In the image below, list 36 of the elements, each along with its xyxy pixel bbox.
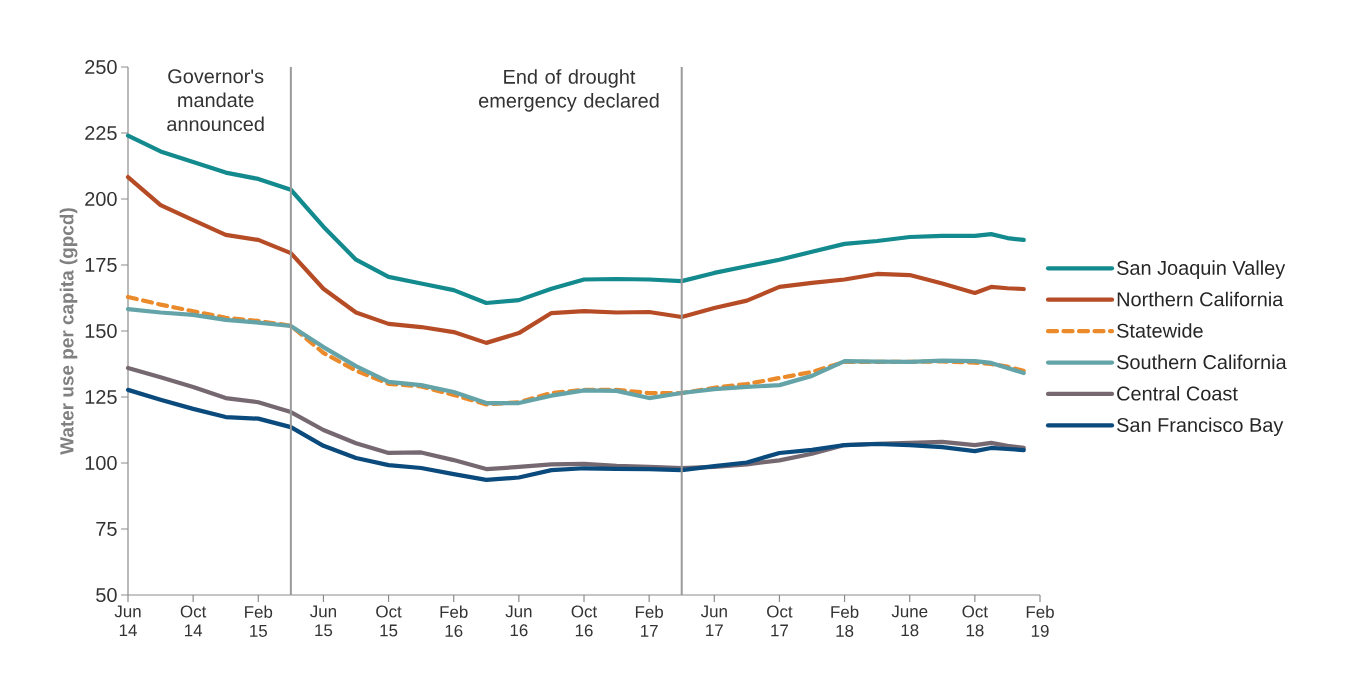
line-series xyxy=(125,174,1026,345)
y-tick-label: 75 xyxy=(96,522,117,536)
x-tick-label: Feb 18 xyxy=(831,605,859,637)
y-tick-label: 125 xyxy=(85,389,117,405)
ref-line-label: Governor's mandate announced xyxy=(167,69,264,132)
x-tick-label: Oct 17 xyxy=(767,605,793,637)
line-series xyxy=(125,387,1026,482)
x-tick-label: Oct 15 xyxy=(376,605,402,637)
y-tick-label: 50 xyxy=(96,587,117,603)
legend-label: Southern California xyxy=(1117,354,1287,370)
legend-label: San Francisco Bay xyxy=(1117,417,1284,436)
y-tick-label: 225 xyxy=(85,125,117,141)
y-tick-label: 250 xyxy=(85,59,117,75)
y-tick-label: 100 xyxy=(85,455,117,471)
legend-label: Central Coast xyxy=(1117,386,1238,401)
legend-label: Northern California xyxy=(1117,291,1284,307)
x-tick-label: Feb 19 xyxy=(1026,605,1054,637)
x-tick-label: Oct 18 xyxy=(962,605,988,637)
x-tick-label: Oct 16 xyxy=(571,605,598,637)
legend-label: Statewide xyxy=(1117,323,1203,338)
x-tick-label: June 18 xyxy=(891,605,928,637)
x-tick-label: Jun 17 xyxy=(700,605,727,637)
x-tick-label: Jun 14 xyxy=(114,605,141,637)
ref-line-label: End of drought emergency declared xyxy=(479,69,659,112)
legend-label: San Joaquin Valley xyxy=(1117,260,1286,279)
x-tick-label: Jun 15 xyxy=(310,605,336,637)
y-axis-title: Water use per capita (gpcd) xyxy=(59,208,78,455)
x-tick-label: Feb 17 xyxy=(635,605,664,637)
line-series xyxy=(125,133,1026,306)
x-tick-label: Feb 16 xyxy=(440,605,468,637)
x-tick-label: Oct 14 xyxy=(180,605,207,637)
x-tick-label: Feb 15 xyxy=(245,605,273,637)
y-tick-label: 200 xyxy=(85,191,117,207)
y-tick-label: 175 xyxy=(85,258,117,272)
y-tick-label: 150 xyxy=(85,323,117,339)
x-tick-label: Jun 16 xyxy=(505,605,532,637)
